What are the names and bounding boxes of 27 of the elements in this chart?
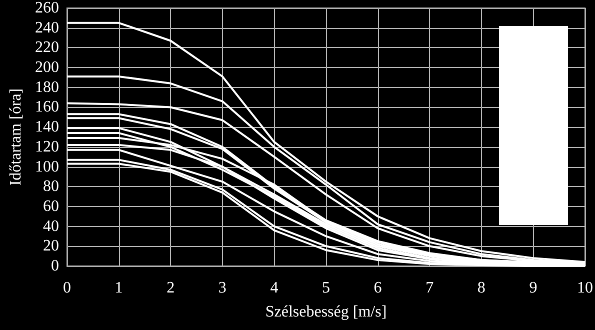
x-tick-label: 4 [270,280,278,296]
y-tick-label: 120 [35,138,59,156]
y-tick-label: 260 [35,0,59,16]
x-tick-label: 7 [426,280,434,296]
y-tick-label: 180 [35,78,59,96]
x-tick-label: 2 [166,280,175,296]
y-tick-label: 20 [43,238,59,255]
y-tick-label: 0 [51,258,59,274]
y-axis-title: Időtartam [óra] [8,88,25,186]
y-tick-label: 100 [35,158,59,176]
x-tick-label: 0 [63,280,71,296]
y-tick-label: 140 [35,118,59,136]
x-tick-label: 5 [322,280,330,296]
x-tick-label: 10 [577,280,593,296]
y-tick-label: 200 [35,59,59,76]
x-axis-title: Szélsebesség [m/s] [265,304,387,320]
x-tick-label: 1 [114,280,123,296]
x-tick-label: 9 [529,280,538,296]
x-tick-label: 6 [374,280,382,296]
x-tick-label: 8 [477,280,486,296]
y-tick-label: 80 [43,178,59,196]
x-tick-label: 3 [218,280,226,296]
y-tick-label: 160 [35,98,59,116]
y-tick-label: 220 [35,39,59,56]
y-tick-label: 240 [35,19,59,36]
y-tick-label: 40 [43,218,59,235]
y-tick-label: 60 [43,198,59,215]
